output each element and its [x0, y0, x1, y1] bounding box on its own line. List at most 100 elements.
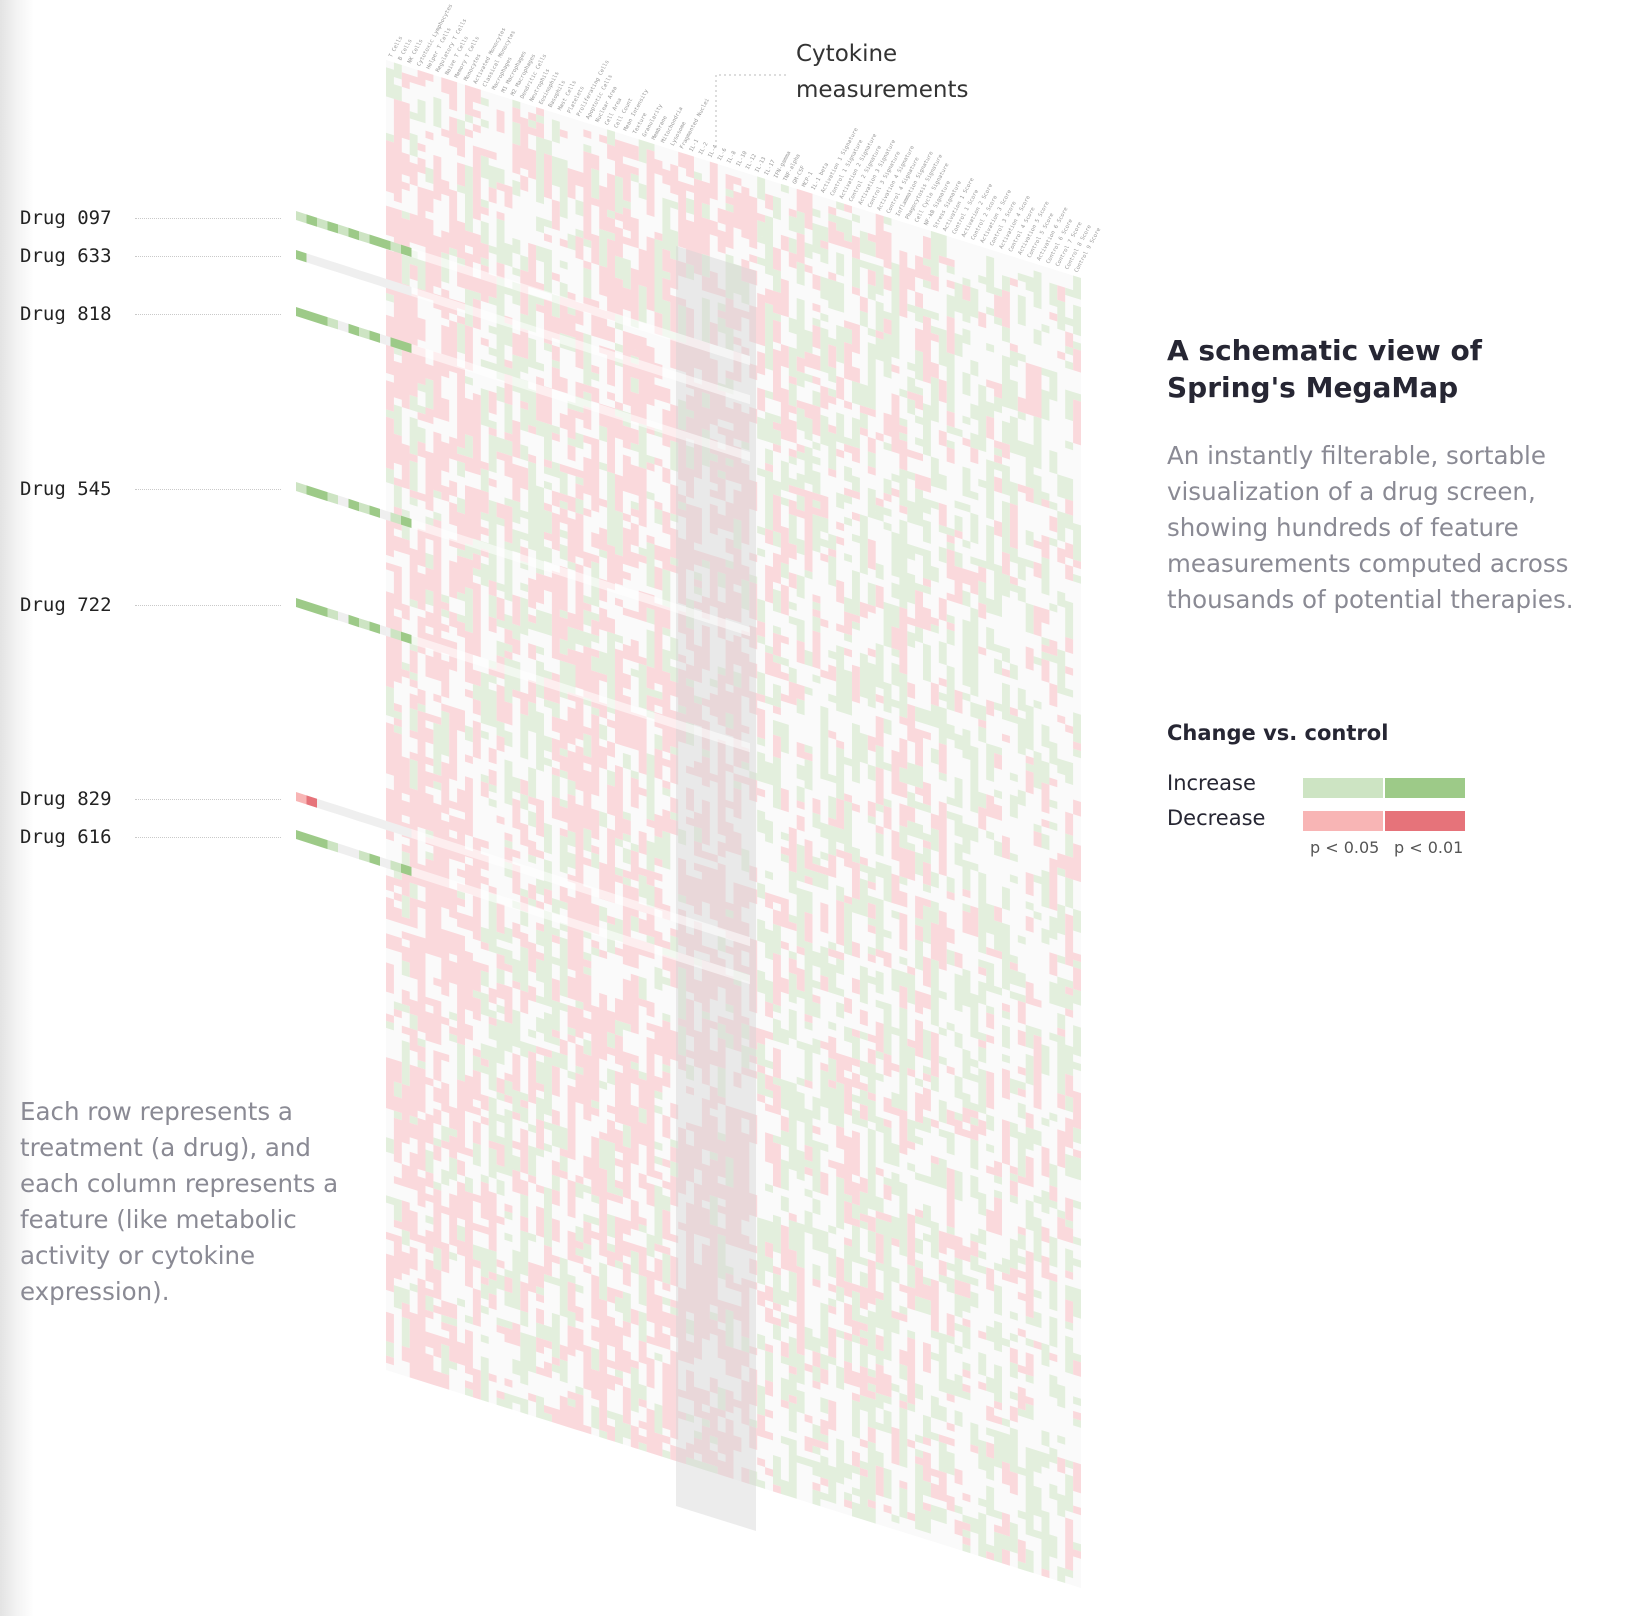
- column-header: IL-1: [689, 138, 701, 153]
- drug-row-segment: [359, 502, 370, 515]
- drug-row-segment: [359, 270, 370, 283]
- drug-row-segment: [327, 492, 338, 505]
- drug-label-616[interactable]: Drug 616: [20, 826, 112, 848]
- drug-row-highlight: [411, 344, 750, 462]
- drug-row-segment: [348, 266, 359, 280]
- drug-row-segment: [348, 808, 359, 822]
- drug-row-segment: [296, 792, 307, 805]
- heatmap-increase-cells: [386, 62, 1081, 1583]
- footnote: Each row represents a treatment (a drug)…: [20, 1097, 339, 1306]
- drug-row-segment: [369, 853, 380, 866]
- drug-label-097[interactable]: Drug 097: [20, 207, 112, 229]
- drug-row-segment: [369, 330, 380, 343]
- drug-row-segment: [390, 337, 401, 350]
- cytokine-band: [676, 245, 756, 1532]
- drug-row-segment: [327, 260, 338, 273]
- drug-row-segment: [401, 631, 412, 644]
- drug-row-segment: [390, 860, 401, 873]
- drug-row-highlight: [411, 248, 750, 366]
- drug-row-segment: [317, 836, 328, 850]
- heatmap-decrease-cells: [386, 69, 1081, 1579]
- column-header: IL-8: [726, 150, 738, 165]
- drug-row-segment: [317, 488, 328, 502]
- drug-row-highlight: [411, 867, 750, 985]
- drug-row-segment: [359, 327, 370, 340]
- drug-row-segment: [380, 508, 391, 522]
- drug-row-segment: [359, 231, 370, 244]
- drug-leader-line: [135, 314, 281, 315]
- drug-leader-line: [135, 256, 281, 257]
- drug-row-segment: [338, 224, 349, 237]
- drug-row-segment: [348, 498, 359, 512]
- drug-row-segment: [327, 221, 338, 234]
- drug-row-segment: [390, 512, 401, 525]
- legend-decrease-p01-swatch: [1385, 811, 1465, 831]
- drug-row-segment: [380, 237, 391, 251]
- drug-row-segment: [348, 227, 359, 241]
- drug-row-segment: [296, 830, 307, 843]
- drug-row-segment: [390, 628, 401, 641]
- drug-row-segment: [401, 825, 412, 838]
- drug-row-segment: [306, 485, 317, 498]
- drug-row-segment: [338, 611, 349, 624]
- drug-row-segment: [306, 214, 317, 227]
- column-header: IL-6: [717, 147, 729, 162]
- drug-row-segment: [369, 273, 380, 286]
- drug-row-segment: [369, 505, 380, 518]
- page-description: An instantly filterable, sortable visual…: [1167, 441, 1574, 614]
- drug-row-segment: [369, 234, 380, 247]
- drug-row-segment: [296, 307, 307, 320]
- drug-row-segment: [380, 856, 391, 870]
- page-title: A schematic view of Spring's MegaMap: [1167, 334, 1482, 404]
- drug-row-segment: [380, 333, 391, 347]
- drug-row-segment: [380, 276, 391, 290]
- drug-row-segment: [401, 340, 412, 353]
- drug-label-633[interactable]: Drug 633: [20, 245, 112, 267]
- drug-row-segment: [327, 840, 338, 853]
- drug-row-segment: [317, 256, 328, 270]
- drug-row-segment: [296, 250, 307, 263]
- drug-row-segment: [306, 253, 317, 266]
- drug-leader-line: [135, 489, 281, 490]
- drug-row-highlight: [411, 635, 750, 753]
- drug-label-545[interactable]: Drug 545: [20, 478, 112, 500]
- drug-row-segment: [359, 812, 370, 825]
- legend-increase-p05-swatch: [1303, 778, 1383, 798]
- legend-increase-label: Increase: [1167, 771, 1256, 795]
- drug-row-segment: [369, 815, 380, 828]
- page-edge-shade: [0, 0, 34, 1616]
- drug-label-722[interactable]: Drug 722: [20, 594, 112, 616]
- drug-row-segment: [348, 614, 359, 628]
- cytokine-highlight-band: [676, 245, 756, 1532]
- drug-row-segment: [338, 320, 349, 333]
- legend-decrease-label: Decrease: [1167, 806, 1266, 830]
- drug-label-829[interactable]: Drug 829: [20, 788, 112, 810]
- drug-row-highlight: [411, 519, 750, 637]
- drug-row-segment: [380, 818, 391, 832]
- drug-row-segment: [401, 283, 412, 296]
- legend-p05-label: p < 0.05: [1310, 838, 1380, 857]
- legend-increase-p01-swatch: [1385, 778, 1465, 798]
- legend-p01-label: p < 0.01: [1394, 838, 1464, 857]
- cytokine-leader-line: [715, 74, 786, 150]
- drug-row-segment: [317, 313, 328, 327]
- drug-row-segment: [401, 244, 412, 257]
- drug-row-segment: [359, 850, 370, 863]
- drug-row-segment: [401, 515, 412, 528]
- drug-row-segment: [296, 598, 307, 611]
- drug-row-segment: [306, 833, 317, 846]
- legend-decrease-p05-swatch: [1303, 811, 1383, 831]
- column-header: IL-4: [707, 144, 719, 159]
- heatmap-matrix: [386, 60, 1081, 1588]
- drug-leader-line: [135, 218, 281, 219]
- drug-row-segment: [338, 495, 349, 508]
- drug-row-segment: [359, 618, 370, 631]
- drug-label-818[interactable]: Drug 818: [20, 303, 112, 325]
- drug-row-segment: [348, 846, 359, 860]
- drug-row-segment: [317, 604, 328, 618]
- drug-row-segment: [401, 863, 412, 876]
- cytokine-annotation: Cytokine measurements: [796, 41, 969, 103]
- drug-leader-line: [135, 799, 281, 800]
- drug-row-segment: [306, 795, 317, 808]
